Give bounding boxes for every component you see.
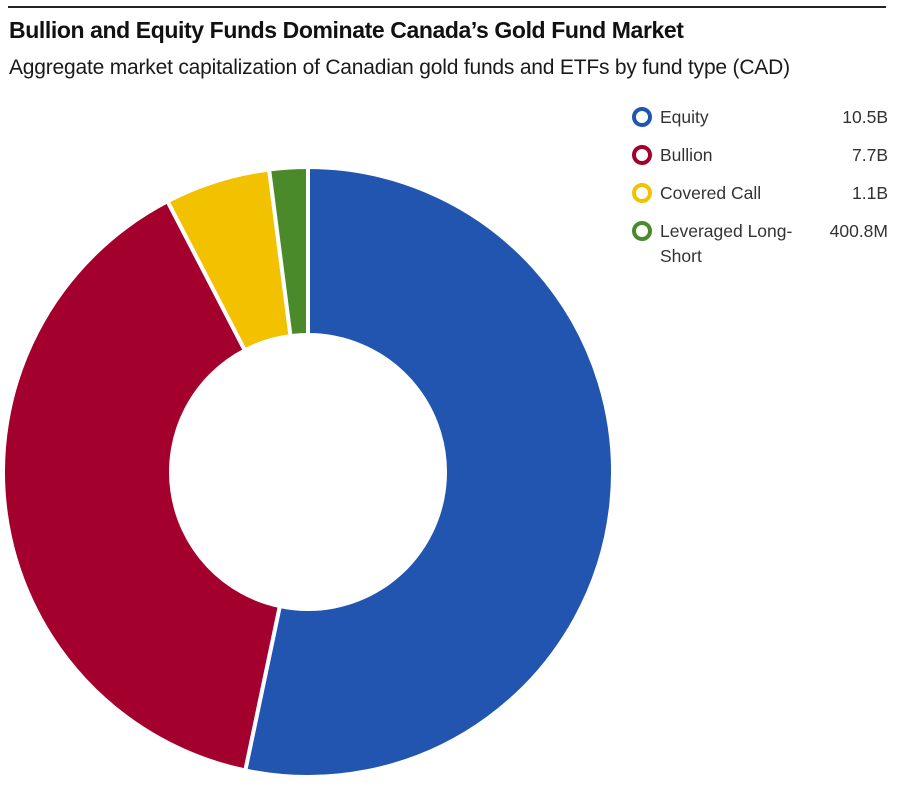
legend-item-covered-call: Covered Call 1.1B [630,179,892,217]
legend-item-leveraged-long-short: Leveraged Long-Short 400.8M [630,217,892,277]
legend: Equity 10.5B Bullion 7.7B Covered Call 1… [630,103,892,277]
legend-label: Bullion [660,145,713,165]
donut-chart [1,164,615,779]
legend-label: Leveraged Long-Short [660,221,793,266]
chart-title: Bullion and Equity Funds Dominate Canada… [9,17,684,43]
legend-value: 7.7B [852,145,888,165]
legend-value: 10.5B [842,107,888,127]
chart-subtitle: Aggregate market capitalization of Canad… [9,56,790,79]
legend-marker-leveraged-long-short [632,221,652,241]
legend-label: Covered Call [660,183,762,203]
legend-value: 400.8M [829,221,888,241]
donut-slice-leveraged-long-short [266,164,310,339]
legend-marker-bullion [632,145,652,165]
donut-slice-bullion [1,198,283,773]
legend-item-equity: Equity 10.5B [630,103,892,141]
legend-label: Equity [660,107,709,127]
top-rule [8,6,886,8]
legend-item-bullion: Bullion 7.7B [630,141,892,179]
legend-marker-covered-call [632,183,652,203]
legend-marker-equity [632,107,652,127]
donut-slice-equity [242,164,615,779]
legend-value: 1.1B [852,183,888,203]
